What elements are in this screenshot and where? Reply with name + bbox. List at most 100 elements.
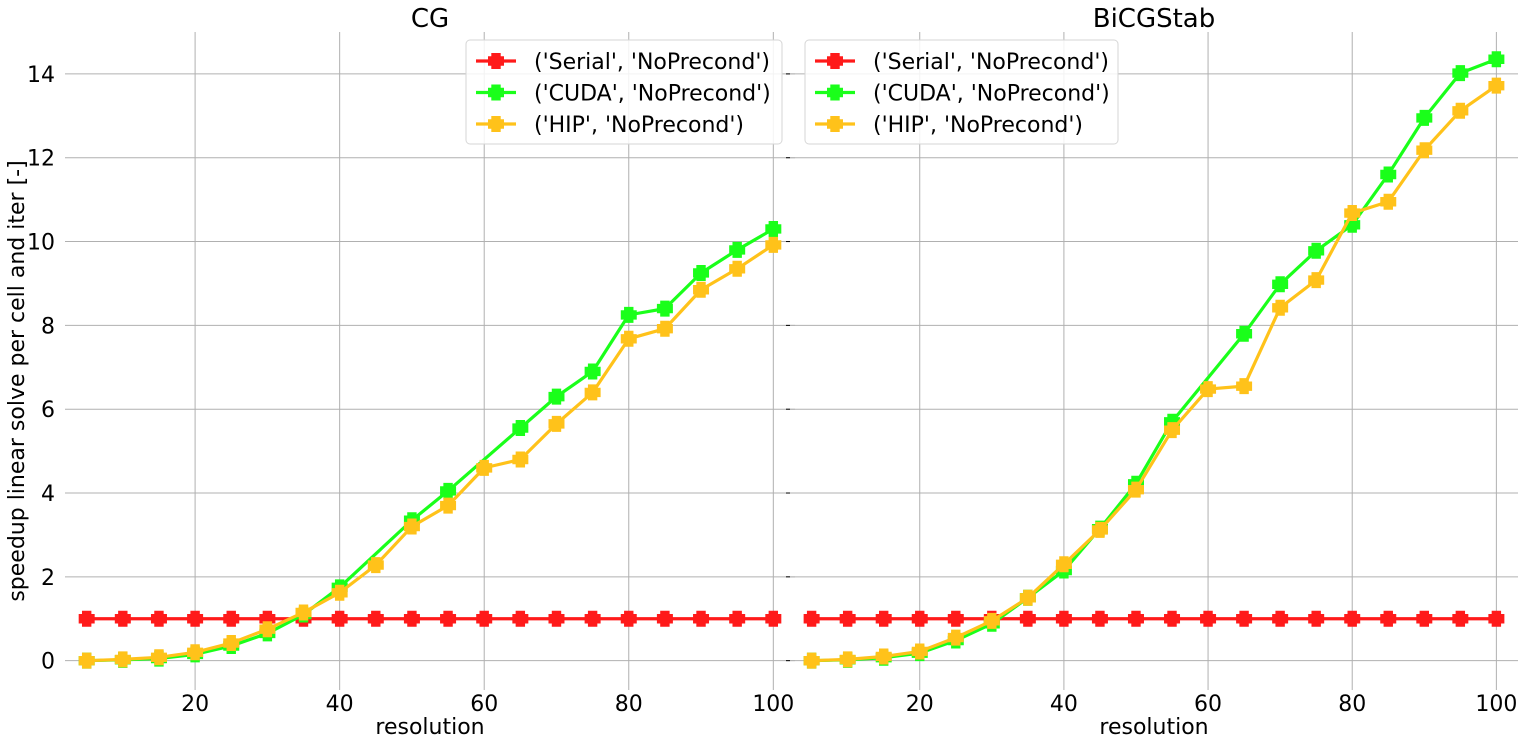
- data-point: [584, 384, 601, 401]
- series-cuda: [78, 220, 782, 669]
- y-tick-label: 6: [41, 398, 55, 423]
- panel-cg: 0 2 4 6 8 10 12 14 20 40 60 80 100 CG resolution speedu…: [5, 4, 795, 740]
- series-serial: [803, 610, 1505, 627]
- data-point: [1164, 610, 1181, 627]
- data-point: [1308, 242, 1325, 259]
- data-point: [875, 648, 892, 665]
- data-point: [656, 300, 673, 317]
- data-point: [729, 610, 746, 627]
- data-point: [78, 652, 95, 669]
- data-point: [620, 610, 637, 627]
- series-line: [811, 57, 1497, 663]
- series-serial: [78, 610, 782, 627]
- legend-box: [465, 39, 783, 145]
- data-point: [114, 610, 131, 627]
- data-point: [548, 415, 565, 432]
- data-point: [1452, 102, 1469, 119]
- data-point: [1488, 610, 1505, 627]
- data-point: [512, 451, 529, 468]
- data-point: [1200, 381, 1217, 398]
- x-tick-label: 80: [615, 692, 643, 717]
- data-point: [947, 610, 964, 627]
- data-point: [875, 610, 892, 627]
- chart-title: BiCGStab: [1093, 4, 1216, 34]
- data-point: [440, 610, 457, 627]
- series-hip: [803, 77, 1505, 669]
- x-tick-label: 60: [470, 692, 498, 717]
- y-tick-label: 2: [41, 566, 55, 591]
- data-point: [1091, 610, 1108, 627]
- data-point: [1019, 589, 1036, 606]
- legend: ('Serial', 'NoPrecond') ('CUDA', 'NoPreco…: [804, 39, 1119, 145]
- x-tick-label: 80: [1338, 692, 1366, 717]
- data-point: [1452, 65, 1469, 82]
- data-point: [1236, 378, 1253, 395]
- data-point: [223, 635, 240, 652]
- data-point: [1308, 272, 1325, 289]
- data-point: [1127, 610, 1144, 627]
- data-point: [1019, 610, 1036, 627]
- data-point: [803, 610, 820, 627]
- data-point: [403, 518, 420, 535]
- legend-marker: [488, 84, 504, 101]
- legend-label: ('CUDA', 'NoPrecond'): [534, 82, 771, 107]
- x-tick-label: 20: [181, 692, 209, 717]
- data-point: [620, 330, 637, 347]
- y-tick-label: 14: [27, 63, 55, 88]
- data-point: [947, 629, 964, 646]
- data-point: [403, 610, 420, 627]
- y-tick-label: 10: [27, 231, 55, 256]
- series-hip: [78, 236, 782, 669]
- data-point: [1236, 325, 1253, 342]
- data-point: [78, 610, 95, 627]
- x-tick-label: 20: [906, 692, 934, 717]
- grid-lines: [790, 32, 1518, 690]
- data-point: [1272, 276, 1289, 293]
- data-point: [548, 610, 565, 627]
- data-point: [584, 610, 601, 627]
- x-axis-label: resolution: [1099, 715, 1208, 740]
- data-point: [1091, 521, 1108, 538]
- legend-marker: [827, 116, 843, 132]
- data-point: [803, 652, 820, 669]
- data-point: [295, 604, 312, 621]
- data-point: [187, 610, 204, 627]
- data-point: [1452, 610, 1469, 627]
- legend-label: ('HIP', 'NoPrecond'): [534, 113, 744, 138]
- x-axis-label: resolution: [375, 715, 484, 740]
- legend-label: ('CUDA', 'NoPrecond'): [873, 82, 1110, 107]
- data-point: [512, 610, 529, 627]
- data-point: [1272, 610, 1289, 627]
- data-point: [1344, 610, 1361, 627]
- data-point: [693, 610, 710, 627]
- y-tick-label: 4: [41, 482, 55, 507]
- data-point: [1055, 556, 1072, 573]
- data-point: [765, 220, 782, 237]
- data-point: [150, 610, 167, 627]
- panel-bicgstab: 20 40 60 80 100 BiCGStab resolution ('Serial', …: [786, 4, 1518, 740]
- data-point: [223, 610, 240, 627]
- data-point: [911, 610, 928, 627]
- data-point: [367, 557, 384, 574]
- data-point: [1416, 142, 1433, 159]
- legend-marker: [827, 53, 843, 69]
- legend-box: [804, 39, 1119, 145]
- legend-marker: [488, 53, 504, 69]
- legend-label: ('HIP', 'NoPrecond'): [873, 113, 1083, 138]
- data-point: [1416, 610, 1433, 627]
- data-point: [1380, 166, 1397, 183]
- legend: ('Serial', 'NoPrecond') ('CUDA', 'NoPreco…: [465, 39, 783, 145]
- y-tick-label: 12: [27, 147, 55, 172]
- data-point: [983, 612, 1000, 629]
- data-point: [911, 643, 928, 660]
- data-point: [1236, 610, 1253, 627]
- data-point: [1308, 610, 1325, 627]
- data-point: [765, 236, 782, 253]
- data-point: [693, 264, 710, 281]
- data-point: [1164, 422, 1181, 439]
- data-point: [765, 610, 782, 627]
- data-point: [839, 610, 856, 627]
- legend-label: ('Serial', 'NoPrecond'): [873, 50, 1109, 75]
- data-point: [620, 306, 637, 323]
